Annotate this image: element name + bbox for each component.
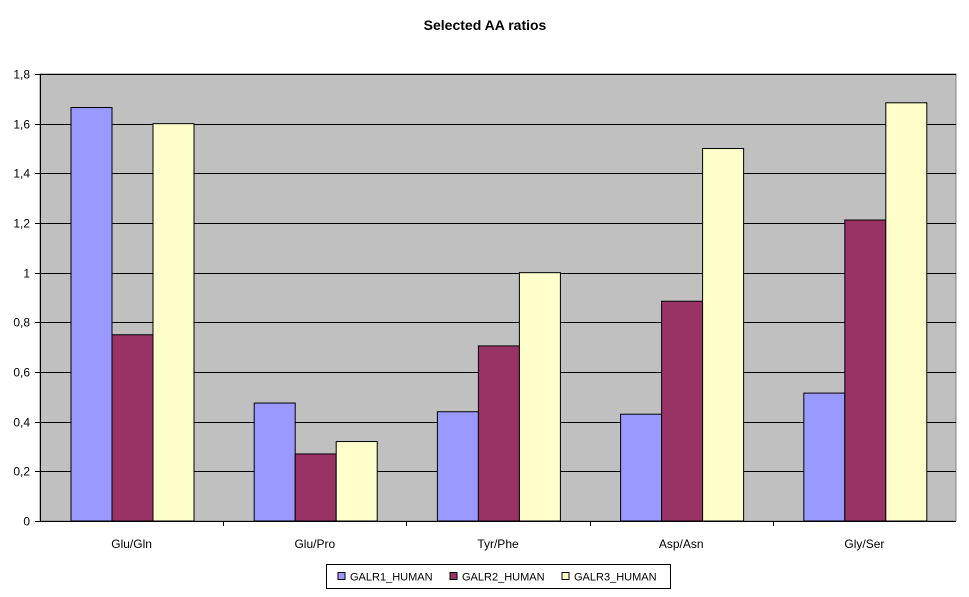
bar-galr3-human-asp-asn (702, 148, 745, 522)
legend-label-galr1-human: GALR1_HUMAN (350, 572, 433, 584)
x-tick-label: Glu/Gln (111, 537, 152, 551)
legend-box (326, 564, 671, 589)
bar-galr1-human-glu-gln (70, 107, 113, 522)
legend-swatch-galr3-human (561, 572, 570, 580)
x-tick-label: Gly/Ser (844, 537, 884, 551)
y-tick-label: 1 (23, 267, 30, 281)
bar-galr2-human-tyr-phe (477, 345, 520, 522)
x-tick-label: Tyr/Phe (477, 537, 519, 551)
bar-galr1-human-asp-asn (620, 413, 663, 522)
bar-galr1-human-tyr-phe (436, 411, 479, 522)
bar-galr2-human-glu-pro (294, 453, 337, 522)
bar-galr1-human-gly-ser (803, 392, 846, 522)
chart-title: Selected AA ratios (424, 17, 547, 33)
legend-label-galr3-human: GALR3_HUMAN (574, 572, 657, 584)
bar-galr2-human-asp-asn (661, 300, 704, 522)
plot-area: 0 0,2 0,4 0,6 0,8 1 1,2 1,4 1,6 1,8 Glu/Gln Glu/Pro… (13, 68, 957, 551)
legend-swatch-galr1-human (337, 572, 346, 580)
bar-galr3-human-glu-pro (335, 441, 378, 522)
legend-label-galr2-human: GALR2_HUMAN (462, 572, 545, 584)
bar-galr3-human-glu-gln (152, 123, 195, 522)
legend-swatch-galr2-human (449, 572, 458, 580)
y-tick-label: 1,8 (13, 68, 30, 82)
y-tick-label: 1,4 (13, 167, 30, 181)
x-tick-label: Asp/Asn (659, 537, 704, 551)
y-tick-label: 0,6 (13, 366, 30, 380)
y-tick-label: 0,4 (13, 416, 30, 430)
bar-galr2-human-glu-gln (111, 334, 154, 522)
y-tick-label: 0 (23, 515, 30, 529)
x-tick-label: Glu/Pro (294, 537, 335, 551)
y-tick-label: 1,2 (13, 217, 30, 231)
y-tick-label: 1,6 (13, 118, 30, 132)
bar-galr3-human-gly-ser (885, 102, 928, 522)
y-tick-label: 0,2 (13, 465, 30, 479)
bar-galr3-human-tyr-phe (518, 272, 561, 522)
legend: GALR1_HUMAN GALR2_HUMAN GALR3_HUMAN (326, 564, 671, 589)
y-tick-label: 0,8 (13, 316, 30, 330)
bar-galr2-human-gly-ser (844, 219, 887, 522)
bar-galr1-human-glu-pro (253, 402, 296, 522)
